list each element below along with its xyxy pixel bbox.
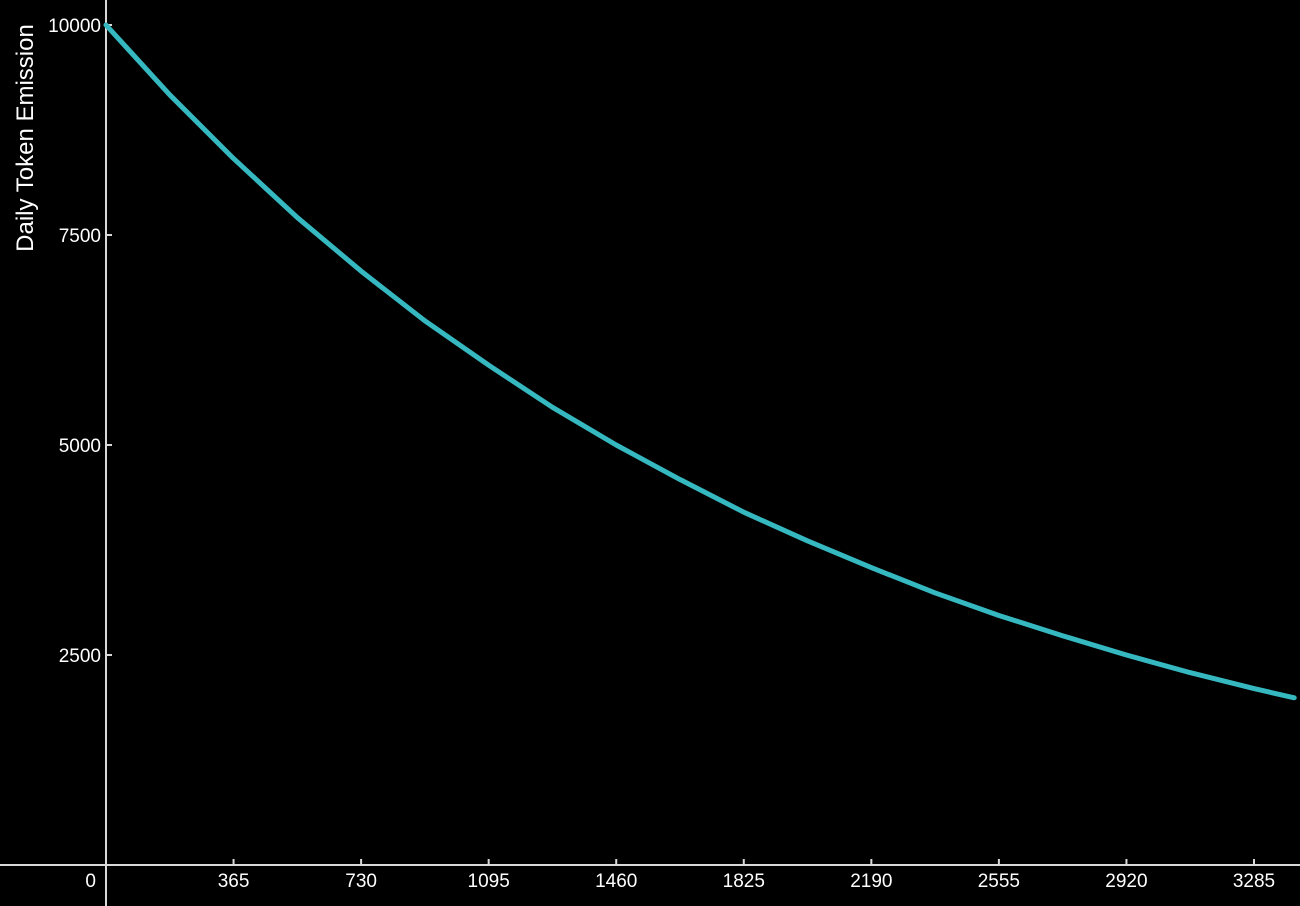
x-tick-label: 2920: [1105, 871, 1147, 892]
x-tick-label: 2555: [978, 871, 1020, 892]
x-tick-label: 0: [85, 871, 96, 892]
y-tick-label: 7500: [59, 226, 101, 247]
y-tick-label: 5000: [59, 436, 101, 457]
x-axis-ticks: 0 365 730 1095 1460 1825 2190 2555 2920 3285: [85, 859, 1275, 892]
x-tick-label: 2190: [850, 871, 892, 892]
x-tick-label: 1460: [595, 871, 637, 892]
x-tick-label: 1825: [723, 871, 765, 892]
y-tick-label: 2500: [59, 646, 101, 667]
series-line: [103, 22, 1297, 701]
y-axis-ticks: 2500 5000 7500 10000: [48, 16, 112, 667]
series-group: [103, 22, 1297, 701]
x-tick-label: 3285: [1233, 871, 1275, 892]
y-tick-label: 10000: [48, 16, 101, 37]
x-tick-label: 730: [345, 871, 377, 892]
x-tick-label: 365: [218, 871, 250, 892]
y-axis-title: Daily Token Emission: [12, 24, 39, 252]
x-tick-label: 1095: [468, 871, 510, 892]
